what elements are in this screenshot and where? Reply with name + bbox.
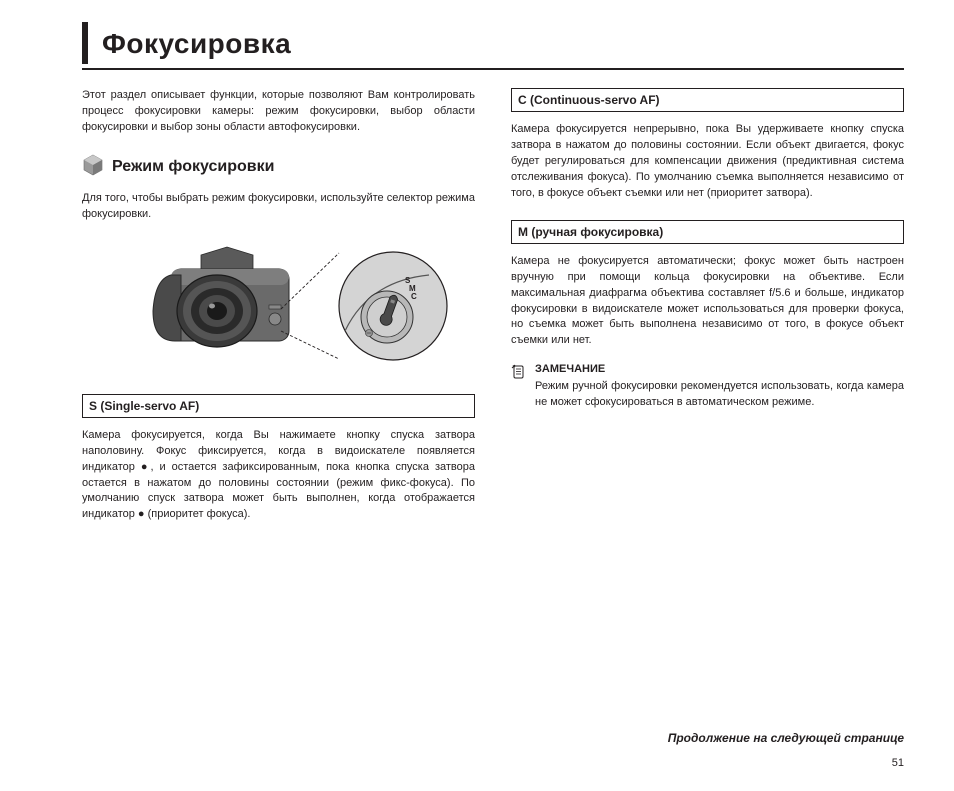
dial-label-c: C [411, 292, 417, 301]
continued-footer: Продолжение на следующей странице [668, 731, 904, 745]
page-title: Фокусировка [102, 28, 904, 60]
mode-c-heading: C (Continuous-servo AF) [511, 88, 904, 112]
title-block: Фокусировка [82, 22, 904, 64]
note-block: ЗАМЕЧАНИЕ Режим ручной фокусировки реком… [511, 363, 904, 411]
note-icon [511, 363, 527, 411]
intro-paragraph: Этот раздел описывает функции, которые п… [82, 88, 475, 136]
mode-m-text: Камера не фокусируется автоматически; фо… [511, 254, 904, 350]
hexagon-icon [82, 154, 104, 181]
right-column: C (Continuous-servo AF) Камера фокусируе… [511, 88, 904, 523]
camera-figure: M S C [82, 241, 475, 376]
note-text: Режим ручной фокусировки рекомендуется и… [535, 379, 904, 411]
note-label: ЗАМЕЧАНИЕ [535, 363, 904, 375]
manual-page: Фокусировка Этот раздел описывает функци… [0, 0, 954, 791]
mode-m-heading: M (ручная фокусировка) [511, 220, 904, 244]
dial-label-s: S [405, 276, 411, 285]
content-columns: Этот раздел описывает функции, которые п… [82, 88, 904, 523]
left-column: Этот раздел описывает функции, которые п… [82, 88, 475, 523]
selector-paragraph: Для того, чтобы выбрать режим фокусировк… [82, 191, 475, 223]
mode-s-heading: S (Single-servo AF) [82, 394, 475, 418]
section-heading: Режим фокусировки [112, 158, 274, 176]
note-body: ЗАМЕЧАНИЕ Режим ручной фокусировки реком… [535, 363, 904, 411]
mode-s-text: Камера фокусируется, когда Вы нажимаете … [82, 428, 475, 524]
mode-c-text: Камера фокусируется непрерывно, пока Вы … [511, 122, 904, 202]
title-rule [82, 68, 904, 70]
section-heading-row: Режим фокусировки [82, 154, 475, 181]
page-number: 51 [892, 757, 904, 769]
